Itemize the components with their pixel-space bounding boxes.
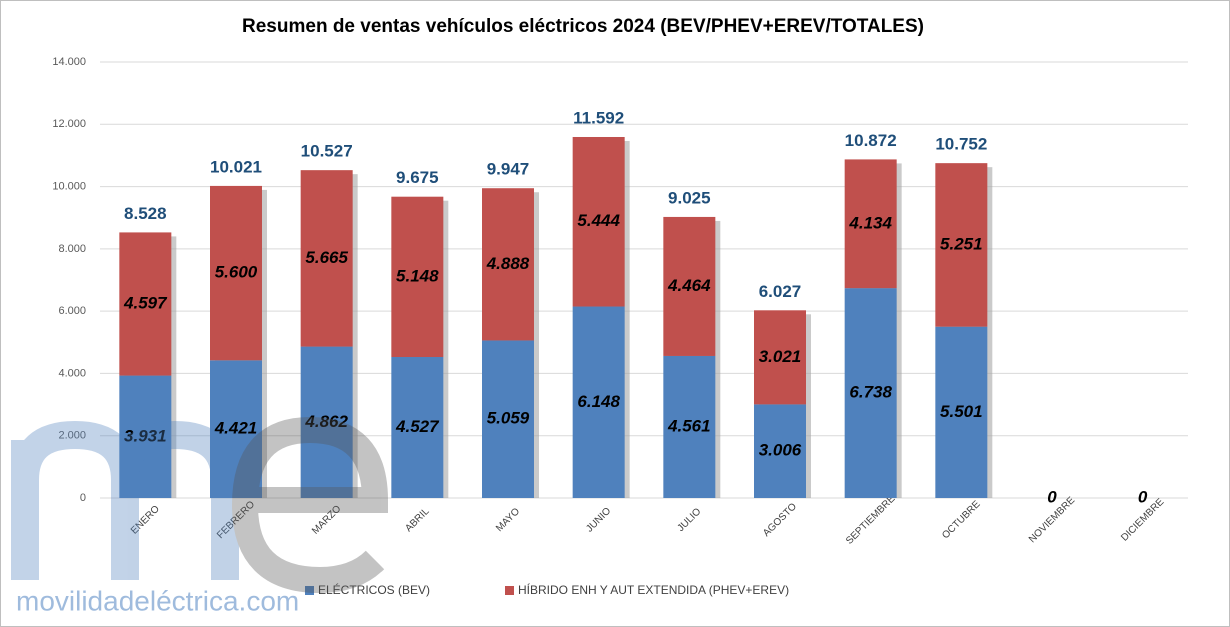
bar-segment: [300, 170, 353, 347]
value-label: 5.444: [577, 211, 620, 230]
value-label: 4.862: [304, 412, 348, 431]
total-label: 9.025: [668, 188, 711, 207]
value-label: 4.421: [214, 419, 258, 438]
legend-label: ELÉCTRICOS (BEV): [318, 582, 430, 597]
y-tick-label: 0: [80, 492, 86, 504]
value-label: 5.148: [396, 266, 439, 285]
value-label: 4.134: [848, 213, 892, 232]
y-tick-label: 8.000: [58, 243, 86, 255]
y-tick-label: 4.000: [58, 367, 86, 379]
bar-segment: [210, 360, 262, 498]
bar-segment: [391, 357, 444, 498]
bar-segment: [844, 288, 897, 498]
logo: [11, 416, 389, 594]
y-tick-label: 6.000: [58, 305, 86, 317]
y-tick-label: 12.000: [52, 118, 86, 130]
value-label: 3.021: [759, 347, 802, 366]
bar-segment: [844, 159, 897, 289]
value-label: 3.006: [759, 441, 802, 460]
bar-segment: [210, 185, 262, 361]
value-label: 4.597: [123, 293, 168, 312]
value-label: 0: [1138, 487, 1148, 506]
value-label: 5.665: [305, 248, 348, 267]
total-label: 10.752: [935, 135, 987, 154]
total-label: 6.027: [759, 282, 802, 301]
bar-segment: [663, 355, 716, 498]
bar-segment: [935, 163, 988, 327]
bar-segment: [572, 306, 625, 498]
legend-swatch: [305, 586, 314, 595]
value-label: 4.464: [667, 276, 711, 295]
bar-segment: [754, 310, 806, 405]
total-label: 8.528: [124, 204, 167, 223]
value-label: 5.251: [940, 234, 983, 253]
total-label: 10.527: [301, 142, 353, 161]
y-tick-label: 2.000: [58, 430, 86, 442]
total-label: 10.872: [845, 131, 897, 150]
bar-segment: [119, 375, 172, 498]
bar-segment: [482, 188, 534, 341]
value-label: 6.738: [849, 383, 892, 402]
legend-label: HÍBRIDO ENH Y AUT EXTENDIDA (PHEV+EREV): [518, 582, 789, 597]
value-label: 6.148: [577, 392, 620, 411]
watermark: movilidadeléctrica.com: [16, 585, 299, 616]
value-label: 5.600: [215, 263, 258, 282]
total-label: 10.021: [210, 157, 262, 176]
value-label: 3.931: [124, 426, 167, 445]
y-tick-label: 10.000: [52, 180, 86, 192]
total-label: 9.675: [396, 168, 439, 187]
value-label: 4.561: [667, 416, 711, 435]
bar-segment: [119, 232, 172, 376]
legend-swatch: [505, 586, 514, 595]
chart-title: Resumen de ventas vehículos eléctricos 2…: [242, 16, 924, 37]
bar-segment: [300, 346, 353, 498]
bar-segment: [935, 326, 988, 498]
value-label: 4.527: [395, 417, 440, 436]
total-label: 11.592: [573, 108, 624, 127]
bar-segment: [663, 216, 716, 356]
value-label: 5.059: [487, 409, 530, 428]
y-tick-label: 14.000: [52, 56, 86, 68]
bar-segment: [572, 136, 625, 307]
total-label: 9.947: [487, 160, 530, 179]
bar-segment: [482, 340, 534, 498]
value-label: 0: [1047, 487, 1057, 506]
value-label: 4.888: [486, 254, 530, 273]
value-label: 5.501: [940, 402, 983, 421]
bar-segment: [754, 404, 806, 498]
bar-segment: [391, 196, 444, 358]
